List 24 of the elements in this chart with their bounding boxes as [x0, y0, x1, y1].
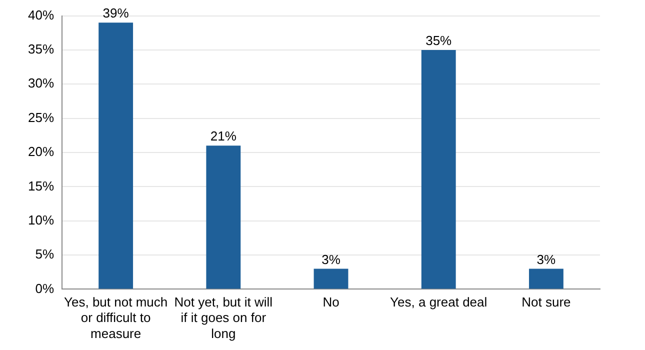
x-tick-label: Not yet, but it will if it goes on for long: [174, 294, 273, 341]
x-tick-label: Yes, but not much or difficult to measure: [64, 294, 168, 341]
x-tick-label: Yes, a great deal: [390, 294, 488, 310]
data-label: 3%: [322, 252, 341, 267]
y-tick-label: 30%: [28, 76, 54, 91]
data-label: 39%: [102, 6, 130, 21]
x-tick-label: Not sure: [522, 294, 571, 310]
data-label: 3%: [536, 252, 556, 267]
bar: [314, 268, 348, 289]
y-tick-label: 35%: [28, 42, 54, 57]
x-tick-label: No: [322, 294, 340, 310]
data-label: 35%: [426, 33, 452, 48]
bar: [421, 50, 456, 289]
bar: [206, 146, 241, 289]
y-tick-label: 40%: [28, 7, 54, 22]
y-tick-label: 20%: [28, 144, 54, 160]
bar: [528, 268, 564, 289]
y-tick-label: 15%: [28, 178, 54, 194]
y-tick-label: 10%: [28, 212, 54, 228]
bar: [98, 22, 134, 289]
data-label: 21%: [210, 128, 237, 144]
y-tick-label: 25%: [28, 110, 54, 125]
y-tick-label: 5%: [35, 246, 54, 262]
y-tick-label: 0%: [35, 280, 54, 296]
